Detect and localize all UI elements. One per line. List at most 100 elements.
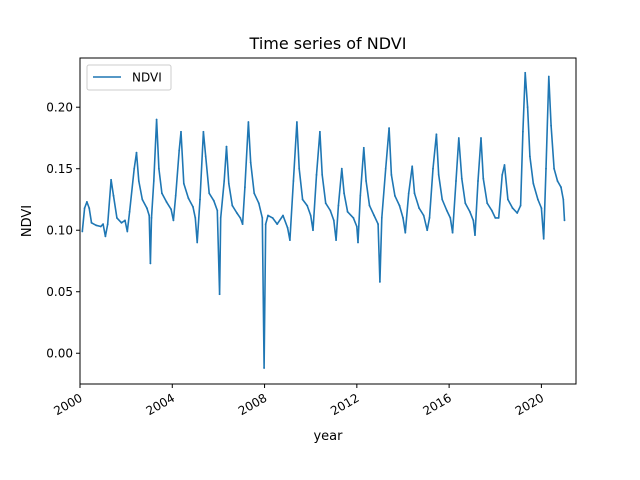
chart-title: Time series of NDVI — [249, 34, 407, 53]
data-point — [312, 229, 314, 232]
data-point — [315, 174, 318, 176]
data-point — [388, 127, 390, 129]
data-point — [379, 281, 381, 283]
data-point — [441, 198, 444, 201]
data-point — [359, 194, 362, 197]
data-point — [418, 207, 420, 210]
data-point — [296, 121, 298, 123]
data-point — [120, 221, 123, 224]
data-point — [149, 262, 152, 265]
data-point — [503, 164, 506, 166]
data-point — [511, 207, 514, 210]
data-point — [253, 192, 256, 195]
data-point — [292, 180, 295, 182]
data-point — [451, 231, 454, 234]
data-point — [455, 180, 457, 182]
data-point — [187, 197, 190, 200]
data-point — [110, 178, 112, 181]
data-point — [192, 206, 194, 208]
data-point — [550, 124, 552, 127]
data-point — [126, 230, 129, 233]
data-point — [432, 167, 434, 170]
data-point — [482, 177, 485, 180]
data-point — [562, 198, 565, 201]
data-point — [540, 207, 543, 210]
data-point — [362, 146, 365, 149]
data-point — [373, 214, 375, 217]
data-point — [435, 133, 438, 136]
data-point — [202, 130, 205, 133]
data-point — [380, 217, 383, 219]
data-point — [516, 212, 519, 214]
legend-box — [86, 64, 172, 91]
legend-label-ndvi: NDVI — [132, 71, 162, 85]
data-point — [526, 106, 529, 109]
data-point — [249, 161, 252, 164]
data-point — [263, 367, 265, 369]
data-point — [170, 208, 173, 211]
data-point — [257, 202, 260, 205]
data-point — [426, 229, 429, 232]
series-layer — [81, 71, 566, 369]
data-point — [474, 234, 476, 237]
data-point — [464, 202, 467, 205]
data-point — [319, 130, 321, 133]
data-point — [155, 118, 158, 121]
data-point — [298, 167, 301, 170]
data-point — [199, 198, 201, 201]
data-point — [407, 192, 410, 195]
data-point — [196, 241, 199, 244]
data-point — [261, 217, 264, 219]
data-point — [244, 186, 246, 189]
data-point — [247, 121, 250, 123]
data-point — [231, 204, 234, 207]
data-point — [236, 212, 238, 214]
data-point — [133, 167, 136, 170]
data-point — [95, 224, 97, 227]
y-axis-label: NDVI — [20, 205, 35, 237]
data-point — [225, 145, 228, 148]
data-point — [469, 210, 471, 213]
data-point — [276, 223, 279, 226]
data-point — [309, 214, 312, 217]
data-point — [368, 204, 371, 207]
data-point — [477, 180, 479, 182]
y-axis: 0.00 0.05 0.10 0.15 0.20 — [46, 101, 80, 361]
data-point — [180, 130, 182, 133]
data-point — [457, 137, 460, 139]
data-point — [398, 204, 401, 207]
data-point — [148, 214, 151, 217]
data-point — [124, 219, 126, 222]
data-point — [81, 230, 84, 233]
data-point — [182, 182, 185, 185]
data-point — [329, 209, 332, 212]
data-point — [507, 198, 509, 201]
data-point — [106, 223, 109, 226]
y-tick-label: 0.20 — [46, 101, 73, 115]
data-point — [437, 174, 440, 176]
data-point — [112, 194, 115, 197]
data-point — [301, 198, 304, 201]
data-point — [404, 231, 407, 234]
data-point — [264, 223, 267, 226]
data-point — [267, 214, 269, 217]
data-point — [355, 225, 358, 228]
data-point — [158, 167, 160, 170]
data-point — [116, 217, 118, 219]
data-point — [560, 186, 562, 189]
data-point — [194, 217, 197, 219]
data-point — [223, 180, 226, 182]
data-point — [340, 167, 343, 170]
plot-area — [79, 57, 577, 385]
data-point — [332, 219, 335, 222]
data-point — [282, 214, 284, 217]
data-point — [335, 239, 337, 242]
data-point — [337, 204, 340, 207]
data-point — [545, 167, 547, 170]
data-point — [377, 223, 379, 226]
data-point — [501, 174, 504, 176]
data-point — [150, 217, 153, 219]
data-point — [218, 293, 221, 296]
data-point — [99, 225, 102, 228]
